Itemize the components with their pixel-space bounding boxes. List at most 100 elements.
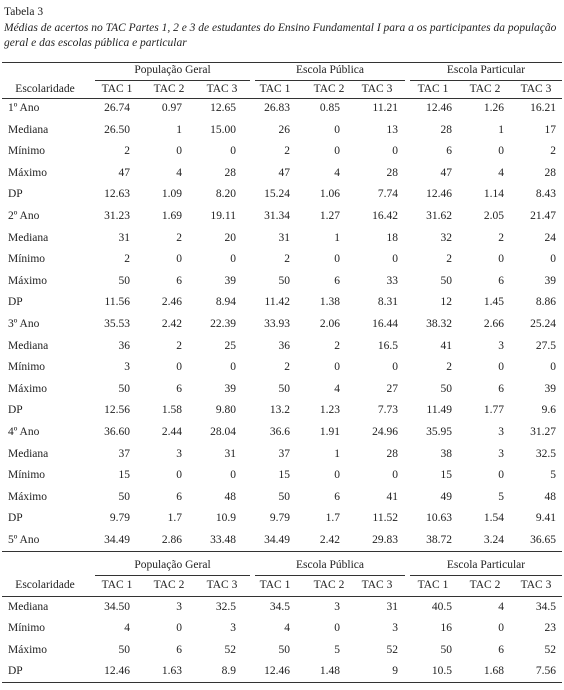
row-label: 5º Ano	[8, 534, 40, 546]
cell: 16.5	[377, 339, 398, 352]
cell: 16	[440, 622, 453, 635]
cell: 39	[544, 382, 557, 395]
cell: 36.60	[104, 426, 130, 438]
cell: 33.93	[264, 318, 290, 330]
cell: 3	[334, 601, 340, 613]
cell: 37	[278, 447, 291, 460]
cell: 23	[544, 622, 557, 635]
cell: 2	[550, 145, 556, 158]
column-header: TAC 2	[469, 579, 501, 591]
cell: 3	[176, 601, 182, 613]
cell: 1.27	[319, 210, 340, 222]
column-header: TAC 3	[361, 579, 393, 591]
cell: 1.48	[319, 664, 340, 677]
cell: 18	[386, 231, 399, 244]
cell: 0	[498, 145, 504, 158]
row-label: DP	[8, 664, 23, 677]
cell: 35.53	[104, 318, 130, 330]
cell: 6	[498, 382, 504, 395]
rule	[255, 575, 405, 576]
cell: 28	[386, 447, 399, 460]
cell: 52	[544, 643, 557, 656]
group-header: Escola Pública	[295, 64, 365, 76]
column-header: TAC 3	[520, 579, 552, 591]
cell: 7.74	[377, 188, 398, 201]
cell: 11.56	[104, 296, 130, 309]
cell: 39	[544, 274, 557, 287]
rule	[255, 80, 405, 81]
cell: 34.49	[264, 534, 290, 546]
cell: 50	[278, 382, 291, 395]
cell: 2	[176, 339, 182, 352]
cell: 33.48	[210, 534, 236, 546]
cell: 36	[118, 339, 131, 352]
cell: 6	[176, 274, 182, 287]
cell: 34.50	[104, 601, 130, 613]
cell: 12	[440, 296, 453, 309]
cell: 21.47	[530, 210, 556, 222]
cell: 50	[118, 274, 131, 287]
cell: 6	[176, 490, 182, 503]
cell: 0	[230, 361, 236, 374]
cell: 32.5	[215, 601, 236, 613]
cell: 38.32	[426, 318, 452, 330]
cell: 3	[392, 622, 398, 635]
cell: 1.06	[319, 188, 340, 201]
cell: 31	[386, 601, 399, 613]
cell: 13.2	[269, 404, 290, 417]
cell: 0	[334, 622, 340, 635]
column-header: TAC 3	[206, 83, 238, 95]
group-header: Escola Pública	[295, 559, 365, 571]
cell: 0	[176, 361, 182, 374]
cell: 4	[284, 622, 290, 635]
cell: 15	[118, 469, 131, 482]
cell: 31.62	[426, 210, 452, 222]
cell: 0	[334, 123, 340, 136]
cell: 34.5	[269, 601, 290, 613]
cell: 12.46	[426, 102, 452, 114]
cell: 0	[230, 253, 236, 266]
cell: 0	[334, 361, 340, 374]
cell: 8.86	[535, 296, 556, 309]
cell: 12.63	[104, 188, 130, 201]
cell: 2.06	[319, 318, 340, 330]
cell: 1.77	[483, 404, 504, 417]
cell: 11.42	[264, 296, 290, 309]
cell: 20	[224, 231, 237, 244]
cell: 2	[284, 253, 290, 266]
cell: 15	[440, 469, 453, 482]
cell: 1.26	[483, 102, 504, 114]
row-label: Mínimo	[8, 469, 46, 482]
cell: 0	[392, 469, 398, 482]
cell: 9	[392, 664, 398, 677]
cell: 6	[334, 490, 340, 503]
cell: 3	[176, 447, 182, 460]
cell: 1.68	[483, 664, 504, 677]
cell: 1.91	[319, 426, 340, 438]
cell: 49	[440, 490, 453, 503]
cell: 2.42	[161, 318, 182, 330]
cell: 27	[386, 382, 399, 395]
column-header: TAC 1	[101, 83, 133, 95]
cell: 1.7	[325, 512, 340, 525]
cell: 28	[224, 166, 237, 179]
cell: 0	[230, 469, 236, 482]
cell: 15.24	[264, 188, 290, 201]
cell: 2	[446, 253, 452, 266]
cell: 31.27	[530, 426, 556, 438]
cell: 26	[278, 123, 291, 136]
cell: 2.46	[161, 296, 182, 309]
cell: 27.5	[535, 339, 556, 352]
cell: 2	[284, 361, 290, 374]
cell: 2	[284, 145, 290, 158]
cell: 1.14	[483, 188, 504, 201]
row-label: Mínimo	[8, 253, 46, 266]
cell: 39	[224, 274, 237, 287]
row-label: DP	[8, 512, 23, 525]
cell: 9.79	[269, 512, 290, 525]
cell: 6	[176, 643, 182, 656]
cell: 8.94	[215, 296, 236, 309]
cell: 38.72	[426, 534, 452, 546]
cell: 0	[176, 253, 182, 266]
cell: 26.50	[104, 123, 130, 136]
